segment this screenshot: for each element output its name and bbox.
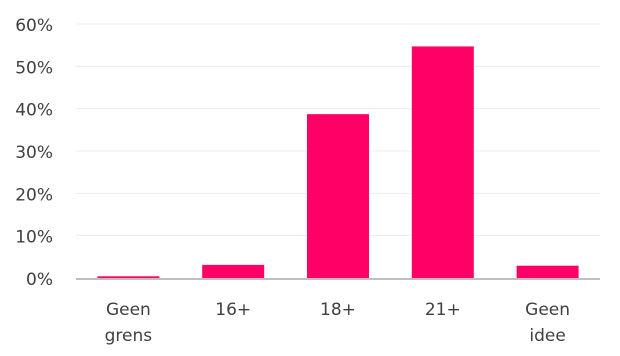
y-tick-label: 40% [15,101,53,121]
x-tick-label: grens [105,326,153,346]
bar [516,265,579,278]
x-axis-ticks: Geen grens 16+ 18+ 21+ Geen idee [105,300,570,346]
x-tick-label: 18+ [320,300,356,320]
y-tick-label: 50% [15,58,53,78]
x-tick-label: idee [529,326,565,346]
y-tick-label: 10% [15,228,53,248]
bars [97,46,579,278]
bar [411,46,474,278]
y-tick-label: 0% [26,270,53,290]
y-tick-label: 60% [15,16,53,36]
x-tick-label: Geen [106,300,151,320]
x-tick-label: 16+ [215,300,251,320]
x-tick-label: 21+ [425,300,461,320]
bar [202,264,265,278]
y-axis-ticks: 0% 10% 20% 30% 40% 50% 60% [15,16,53,290]
bar [307,114,369,278]
y-tick-label: 20% [15,185,53,205]
x-tick-label: Geen [525,300,570,320]
bar [97,276,160,278]
y-tick-label: 30% [15,143,53,163]
